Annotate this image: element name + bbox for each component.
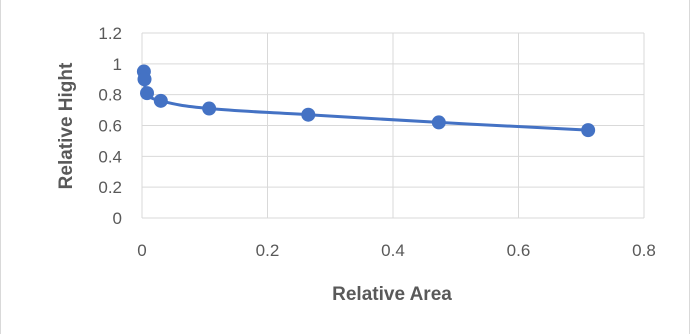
y-tick-label: 0.2 [98, 178, 122, 197]
series-group [137, 65, 595, 138]
x-tick-label: 0 [137, 241, 146, 260]
x-tick-labels: 0 0.2 0.4 0.6 0.8 [137, 241, 656, 260]
y-axis-title: Relative Hight [56, 62, 77, 189]
data-point [140, 86, 154, 100]
y-tick-label: 0 [113, 209, 122, 228]
y-tick-label: 0.6 [98, 117, 122, 136]
x-tick-label: 0.6 [507, 241, 531, 260]
x-tick-label: 0.2 [256, 241, 280, 260]
data-point [301, 108, 315, 122]
series-line [144, 72, 588, 131]
data-point [154, 94, 168, 108]
x-axis-title: Relative Area [332, 284, 452, 305]
data-point [138, 72, 152, 86]
y-tick-label: 1 [113, 55, 122, 74]
data-point [581, 123, 595, 137]
x-tick-label: 0.4 [381, 241, 405, 260]
y-tick-label: 1.2 [98, 24, 122, 43]
y-tick-label: 0.4 [98, 147, 122, 166]
data-point [432, 115, 446, 129]
y-tick-label: 0.8 [98, 86, 122, 105]
data-point [202, 102, 216, 116]
y-tick-labels: 0 0.2 0.4 0.6 0.8 1 1.2 [98, 24, 122, 228]
gridlines [142, 33, 644, 218]
x-tick-label: 0.8 [632, 241, 656, 260]
